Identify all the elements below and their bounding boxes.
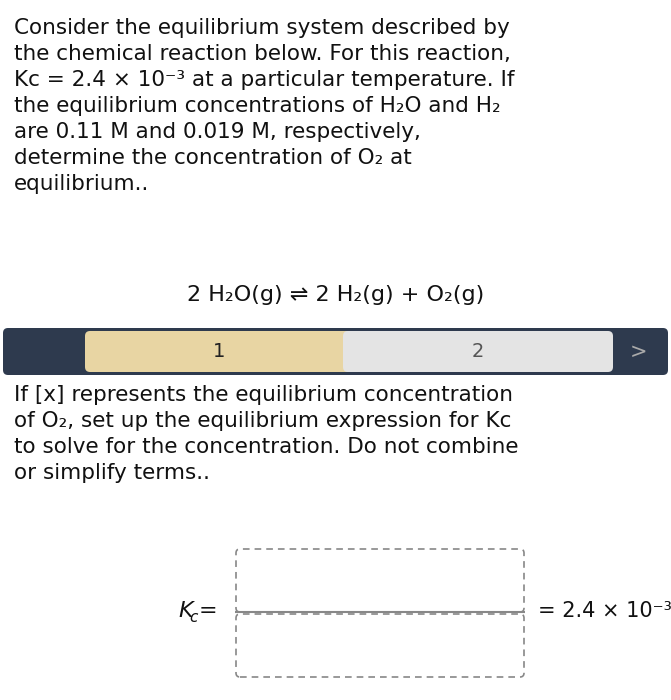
- Text: 2 H₂O(g) ⇌ 2 H₂(g) + O₂(g): 2 H₂O(g) ⇌ 2 H₂(g) + O₂(g): [187, 285, 484, 305]
- Text: If [x] represents the equilibrium concentration: If [x] represents the equilibrium concen…: [14, 385, 513, 405]
- FancyBboxPatch shape: [236, 549, 524, 612]
- Text: Kc = 2.4 × 10⁻³ at a particular temperature. If: Kc = 2.4 × 10⁻³ at a particular temperat…: [14, 70, 515, 90]
- Text: >: >: [629, 342, 647, 361]
- FancyBboxPatch shape: [3, 328, 668, 375]
- FancyBboxPatch shape: [236, 614, 524, 677]
- Text: the chemical reaction below. For this reaction,: the chemical reaction below. For this re…: [14, 44, 511, 64]
- Text: K: K: [178, 601, 193, 621]
- Text: of O₂, set up the equilibrium expression for Kc: of O₂, set up the equilibrium expression…: [14, 411, 511, 431]
- Text: 2: 2: [472, 342, 484, 361]
- Text: to solve for the concentration. Do not combine: to solve for the concentration. Do not c…: [14, 437, 519, 457]
- Text: or simplify terms..: or simplify terms..: [14, 463, 210, 483]
- FancyBboxPatch shape: [85, 331, 353, 372]
- FancyBboxPatch shape: [343, 331, 613, 372]
- Text: are 0.11 M and 0.019 M, respectively,: are 0.11 M and 0.019 M, respectively,: [14, 122, 421, 142]
- Text: =: =: [199, 601, 217, 621]
- Text: = 2.4 × 10⁻³: = 2.4 × 10⁻³: [538, 601, 671, 621]
- Text: Consider the equilibrium system described by: Consider the equilibrium system describe…: [14, 18, 510, 38]
- Text: c: c: [189, 610, 197, 624]
- Text: the equilibrium concentrations of H₂O and H₂: the equilibrium concentrations of H₂O an…: [14, 96, 501, 116]
- Text: equilibrium..: equilibrium..: [14, 174, 150, 194]
- Text: determine the concentration of O₂ at: determine the concentration of O₂ at: [14, 148, 412, 168]
- Text: 1: 1: [213, 342, 225, 361]
